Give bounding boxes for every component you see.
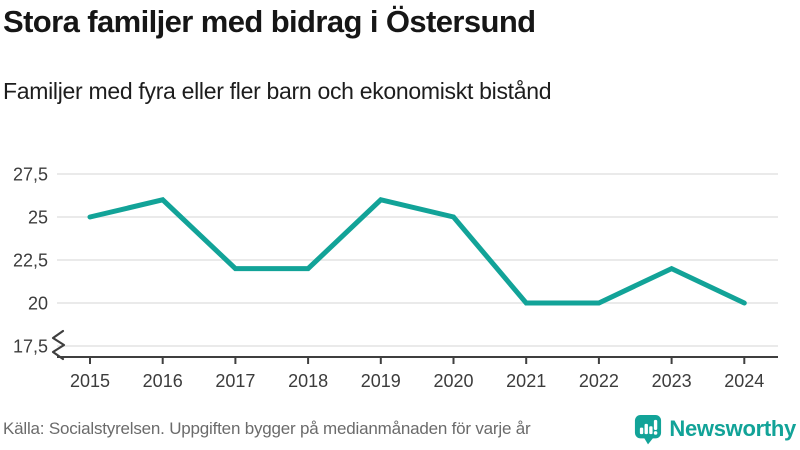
x-axis-tick-label: 2015 — [70, 371, 110, 391]
y-axis-tick-label: 22,5 — [13, 251, 48, 271]
y-axis-break-icon — [51, 329, 66, 361]
line-chart: 27,5 25 22,5 20 17,5 2015 2016 2017 2018 2019 2020… — [13, 165, 778, 391]
y-axis-tick-label: 25 — [28, 208, 48, 228]
newsworthy-speech-bubble-bar-chart-icon — [635, 414, 662, 444]
newsworthy-brand-label: Newsworthy — [669, 416, 796, 441]
logo-bubble — [635, 414, 662, 444]
newsworthy-logo: Newsworthy — [634, 414, 796, 445]
x-axis-tick-label: 2024 — [724, 371, 764, 391]
y-axis-tick-label: 17,5 — [13, 337, 48, 357]
y-axis-tick-label: 27,5 — [13, 165, 48, 185]
x-axis-tick-label: 2019 — [361, 371, 401, 391]
data-series-line — [87, 197, 747, 306]
y-axis-tick-label: 20 — [28, 294, 48, 314]
source-note: Källa: Socialstyrelsen. Uppgiften bygger… — [3, 419, 531, 438]
page-title: Stora familjer med bidrag i Östersund — [3, 4, 536, 39]
logo-bars — [640, 419, 658, 435]
x-axis-tick-label: 2023 — [652, 371, 692, 391]
chart-subtitle: Familjer med fyra eller fler barn och ek… — [3, 78, 552, 104]
x-axis-tick-label: 2016 — [143, 371, 183, 391]
chart-footer: Källa: Socialstyrelsen. Uppgiften bygger… — [0, 414, 800, 450]
x-axis-tick-label: 2017 — [215, 371, 255, 391]
x-axis-tick-label: 2021 — [506, 371, 546, 391]
x-axis-tick-label: 2022 — [579, 371, 619, 391]
x-axis-tick-label: 2020 — [433, 371, 473, 391]
x-axis-tick-label: 2018 — [288, 371, 328, 391]
